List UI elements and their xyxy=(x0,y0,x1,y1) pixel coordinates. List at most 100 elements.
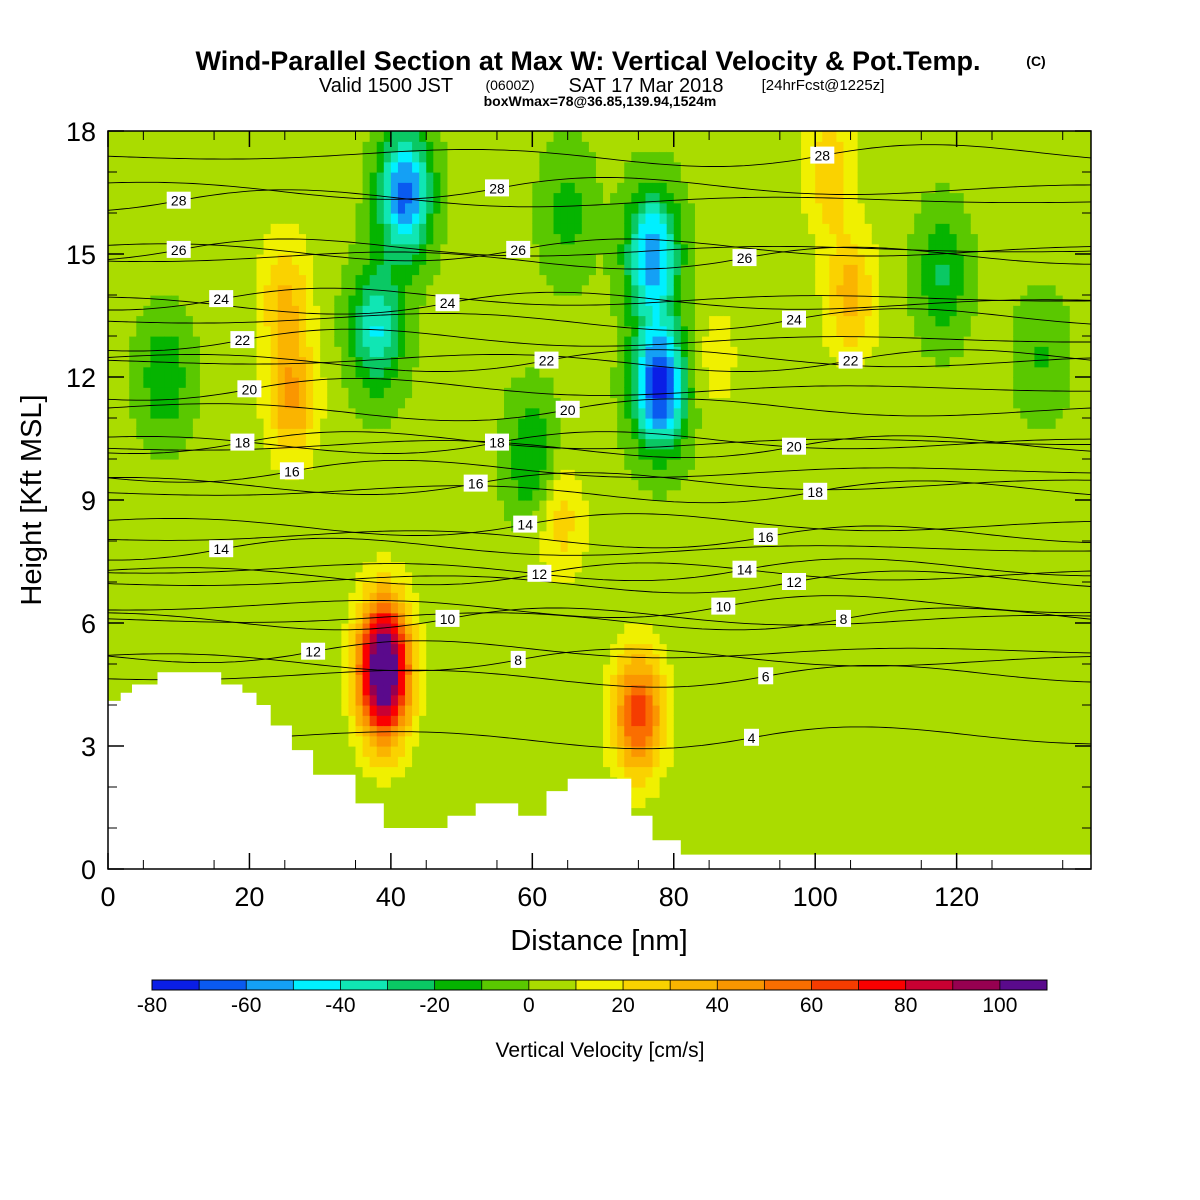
velocity-cell xyxy=(298,397,307,409)
velocity-cell xyxy=(553,684,562,696)
velocity-cell xyxy=(532,264,540,276)
velocity-cell xyxy=(532,705,540,716)
velocity-cell xyxy=(334,346,342,358)
velocity-cell xyxy=(334,315,342,327)
velocity-cell xyxy=(482,315,491,327)
velocity-cell xyxy=(518,448,526,460)
velocity-cell xyxy=(298,202,307,214)
velocity-cell xyxy=(108,192,116,204)
velocity-cell xyxy=(440,684,449,696)
velocity-cell xyxy=(546,305,555,317)
velocity-cell xyxy=(150,459,159,470)
velocity-cell xyxy=(249,510,258,522)
velocity-cell xyxy=(567,592,576,604)
velocity-cell xyxy=(327,448,335,460)
velocity-cell xyxy=(412,592,420,604)
velocity-cell xyxy=(228,141,236,153)
velocity-cell xyxy=(518,418,526,429)
velocity-cell xyxy=(185,571,194,583)
velocity-cell xyxy=(553,182,562,194)
velocity-cell xyxy=(440,418,449,429)
velocity-cell xyxy=(560,356,569,368)
velocity-cell xyxy=(440,571,449,583)
velocity-cell xyxy=(560,161,569,173)
velocity-cell xyxy=(313,438,321,450)
velocity-cell xyxy=(178,428,187,440)
velocity-cell xyxy=(504,643,512,655)
velocity-cell xyxy=(270,377,279,388)
velocity-cell xyxy=(567,295,576,306)
velocity-cell xyxy=(334,428,342,440)
velocity-cell xyxy=(504,141,512,153)
velocity-cell xyxy=(341,448,350,460)
velocity-cell xyxy=(214,418,222,429)
velocity-cell xyxy=(334,756,342,768)
velocity-cell xyxy=(207,254,215,265)
velocity-cell xyxy=(426,653,434,665)
velocity-cell xyxy=(426,223,434,235)
velocity-cell xyxy=(263,387,272,399)
velocity-cell xyxy=(306,172,314,183)
velocity-cell xyxy=(553,582,562,593)
velocity-cell xyxy=(334,489,342,501)
velocity-cell xyxy=(235,274,243,286)
velocity-cell xyxy=(383,715,392,727)
velocity-cell xyxy=(108,602,116,614)
velocity-cell xyxy=(334,305,342,317)
velocity-cell xyxy=(419,233,427,245)
velocity-cell xyxy=(461,213,470,224)
velocity-cell xyxy=(567,213,576,224)
velocity-cell xyxy=(383,182,392,194)
velocity-cell xyxy=(447,500,456,511)
velocity-cell xyxy=(518,623,526,634)
velocity-cell xyxy=(553,325,562,337)
velocity-cell xyxy=(136,202,144,214)
velocity-cell xyxy=(539,254,548,265)
velocity-cell xyxy=(242,674,251,686)
velocity-cell xyxy=(376,274,385,286)
velocity-cell xyxy=(171,418,180,429)
velocity-cell xyxy=(383,459,392,470)
velocity-cell xyxy=(433,756,441,768)
velocity-cell xyxy=(369,305,378,317)
velocity-cell xyxy=(341,520,350,532)
velocity-cell xyxy=(581,192,590,204)
velocity-cell xyxy=(369,418,378,429)
velocity-cell xyxy=(122,407,130,419)
velocity-cell xyxy=(122,315,130,327)
velocity-cell xyxy=(313,213,321,224)
velocity-cell xyxy=(426,520,434,532)
velocity-cell xyxy=(327,510,335,522)
velocity-cell xyxy=(284,541,293,552)
velocity-cell xyxy=(440,756,449,768)
velocity-cell xyxy=(192,336,201,347)
velocity-cell xyxy=(298,182,307,194)
velocity-cell xyxy=(433,254,441,265)
velocity-cell xyxy=(136,592,144,604)
velocity-cell xyxy=(192,151,201,163)
velocity-cell xyxy=(369,213,378,224)
velocity-cell xyxy=(362,192,371,204)
velocity-cell xyxy=(291,612,300,624)
velocity-cell xyxy=(504,151,512,163)
velocity-cell xyxy=(214,520,222,532)
velocity-cell xyxy=(320,448,328,460)
velocity-cell xyxy=(108,571,116,583)
velocity-cell xyxy=(327,377,335,388)
velocity-cell xyxy=(546,131,555,142)
velocity-cell xyxy=(284,295,293,306)
velocity-cell xyxy=(412,182,420,194)
velocity-cell xyxy=(461,684,470,696)
velocity-cell xyxy=(298,336,307,347)
velocity-cell xyxy=(115,479,123,491)
velocity-cell xyxy=(348,735,357,747)
velocity-cell xyxy=(298,592,307,604)
velocity-cell xyxy=(115,551,123,563)
velocity-cell xyxy=(376,182,385,194)
velocity-cell xyxy=(157,397,166,409)
velocity-cell xyxy=(475,684,484,696)
velocity-cell xyxy=(306,397,314,409)
velocity-cell xyxy=(567,664,576,675)
velocity-cell xyxy=(348,305,357,317)
